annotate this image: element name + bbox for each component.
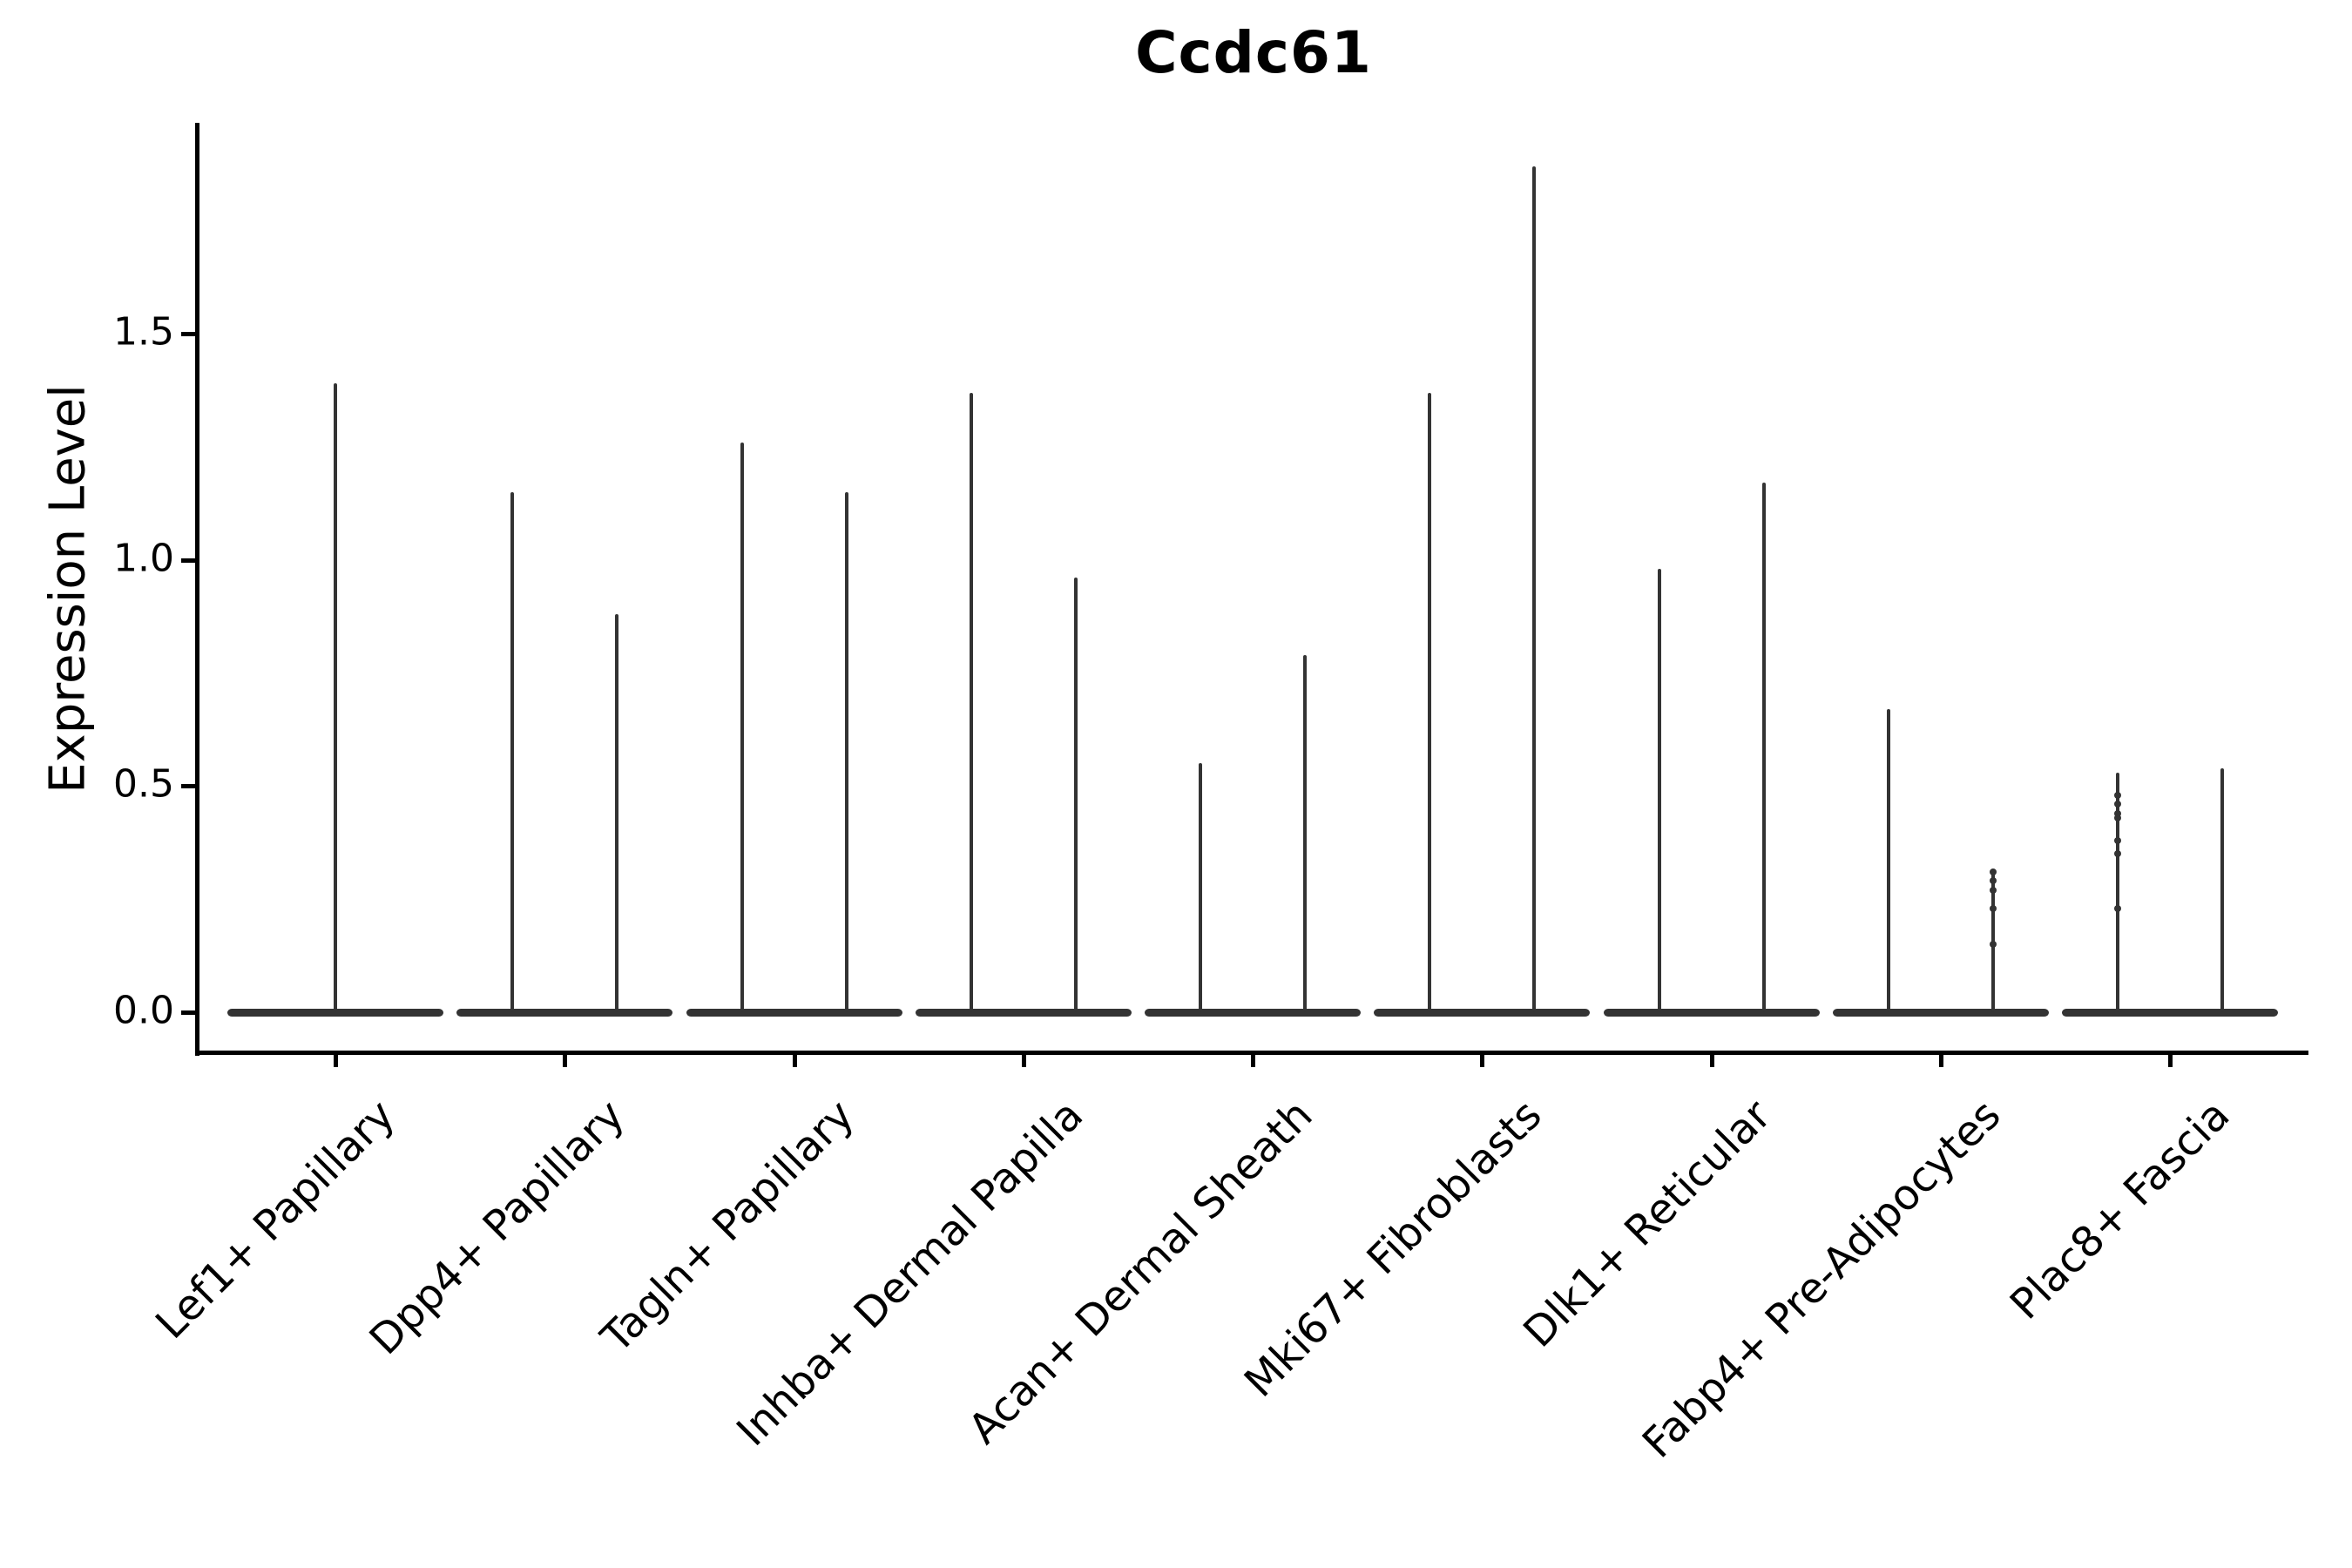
y-axis-spine: [195, 123, 199, 1056]
x-tick: [563, 1055, 568, 1067]
violin-spike-plac8-fascia-2: [2220, 767, 2224, 1012]
jitter-point: [2114, 836, 2121, 844]
x-tick: [1709, 1055, 1714, 1067]
violin-spike-tagln-papillary-2: [844, 491, 848, 1012]
violin-base-tagln-papillary: [686, 1009, 902, 1017]
violin-spike-acan-dermal-sheath-1: [1199, 763, 1202, 1012]
violin-spike-dlk1-reticular-2: [1761, 483, 1766, 1012]
x-tick: [1021, 1055, 1026, 1067]
jitter-point: [1989, 941, 1997, 949]
x-tick-label-tagln-papillary: Tagln+ Papillary: [591, 1091, 864, 1362]
x-tick: [1480, 1055, 1485, 1067]
violin-spike-fabp4-pre-adipocytes-1: [1886, 709, 1890, 1012]
violin-base-plac8-fascia: [2062, 1009, 2278, 1017]
violin-spike-dpp4-papillary-1: [510, 491, 515, 1012]
violin-spike-mki67-fibroblasts-1: [1428, 392, 1432, 1012]
y-tick: [181, 332, 195, 337]
x-axis-spine: [195, 1051, 2308, 1055]
violin-spike-inhba-dermal-papilla-2: [1073, 578, 1078, 1012]
violin-spike-mki67-fibroblasts-2: [1532, 166, 1537, 1012]
x-tick-label-lef1-papillary: Lef1+ Papillary: [146, 1091, 405, 1348]
x-tick: [2168, 1055, 2173, 1067]
y-tick: [181, 558, 195, 563]
x-tick: [1251, 1055, 1255, 1067]
y-axis-label: Expression Level: [39, 384, 97, 794]
y-tick: [181, 1010, 195, 1015]
chart-title: Ccdc61: [1135, 19, 1372, 86]
violin-base-fabp4-pre-adipocytes: [1832, 1009, 2049, 1017]
jitter-point: [2114, 850, 2121, 858]
jitter-point: [1989, 868, 1997, 876]
violin-spike-tagln-papillary-1: [740, 442, 744, 1012]
jitter-point: [1989, 886, 1997, 894]
violin-spike-inhba-dermal-papilla-1: [969, 392, 973, 1012]
y-tick-label: 1.5: [113, 309, 174, 355]
violin-base-lef1-papillary: [227, 1009, 443, 1017]
jitter-point: [2114, 809, 2121, 817]
jitter-point: [1989, 904, 1997, 912]
violin-spike-dlk1-reticular-1: [1657, 569, 1661, 1012]
violin-base-dpp4-papillary: [456, 1009, 673, 1017]
jitter-point: [2114, 904, 2121, 912]
x-tick: [1938, 1055, 1943, 1067]
violin-base-inhba-dermal-papilla: [915, 1009, 1132, 1017]
x-tick-label-dpp4-papillary: Dpp4+ Papillary: [360, 1091, 634, 1365]
y-tick-label: 0.5: [113, 761, 174, 807]
violin-spike-lef1-papillary-1: [334, 383, 337, 1012]
violin-spike-dpp4-papillary-2: [615, 614, 619, 1012]
violin-spike-plac8-fascia-1: [2116, 772, 2119, 1012]
violin-base-mki67-fibroblasts: [1374, 1009, 1591, 1017]
violin-base-acan-dermal-sheath: [1145, 1009, 1361, 1017]
violin-spike-acan-dermal-sheath-2: [1303, 654, 1307, 1012]
jitter-point: [2114, 801, 2121, 808]
jitter-point: [2114, 814, 2121, 821]
violin-base-dlk1-reticular: [1603, 1009, 1820, 1017]
x-tick-label-dlk1-reticular: Dlk1+ Reticular: [1514, 1091, 1781, 1357]
jitter-point: [1989, 877, 1997, 885]
y-tick-label: 1.0: [113, 536, 174, 581]
x-tick-label-plac8-fascia: Plac8+ Fascia: [2001, 1091, 2240, 1329]
y-tick-label: 0.0: [113, 988, 174, 1033]
x-tick: [792, 1055, 797, 1067]
jitter-point: [2114, 791, 2121, 799]
y-tick: [181, 784, 195, 789]
x-tick: [334, 1055, 338, 1067]
